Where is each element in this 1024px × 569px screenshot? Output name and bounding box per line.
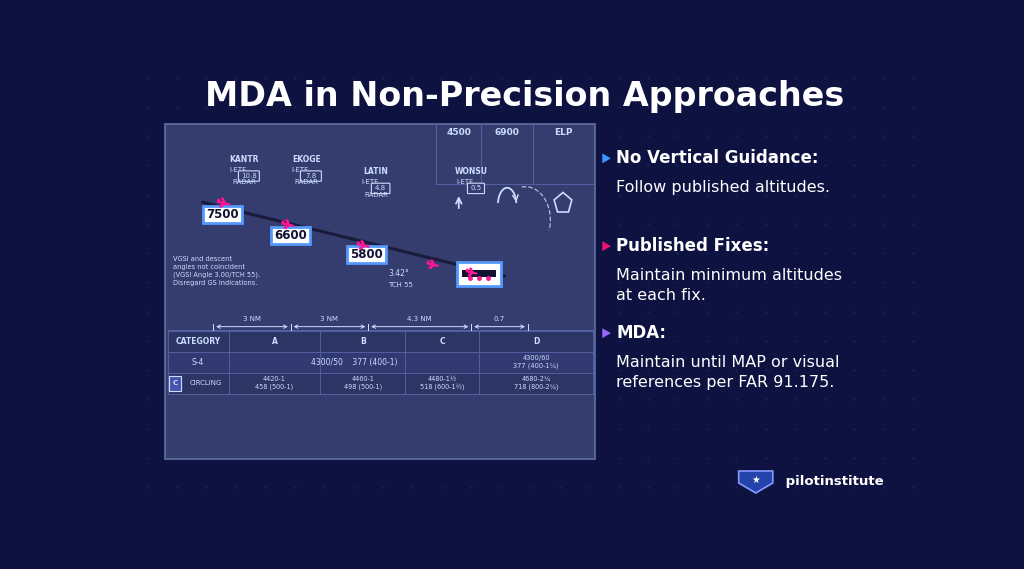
Text: I-ETF: I-ETF — [457, 179, 474, 185]
Polygon shape — [738, 471, 773, 493]
Text: C: C — [439, 337, 445, 346]
Text: ★: ★ — [752, 475, 760, 485]
Text: Published Fixes:: Published Fixes: — [616, 237, 769, 255]
Text: I-ETF: I-ETF — [292, 167, 308, 173]
FancyBboxPatch shape — [300, 171, 322, 182]
Text: 4460-1
498 (500-1): 4460-1 498 (500-1) — [344, 376, 382, 390]
Polygon shape — [284, 225, 289, 229]
Polygon shape — [357, 242, 359, 244]
Text: KANTR: KANTR — [229, 155, 259, 164]
Text: 3 NM: 3 NM — [321, 316, 339, 323]
Text: 4480-1½
518 (600-1½): 4480-1½ 518 (600-1½) — [420, 376, 465, 390]
Polygon shape — [219, 204, 225, 207]
Polygon shape — [466, 271, 477, 274]
Text: CIRCLING: CIRCLING — [189, 380, 222, 386]
Polygon shape — [602, 328, 611, 338]
Text: S-4: S-4 — [191, 358, 205, 367]
Text: EKOGE: EKOGE — [292, 155, 321, 164]
Text: I-ETF: I-ETF — [229, 167, 247, 173]
Polygon shape — [221, 198, 225, 203]
Text: 7500: 7500 — [206, 208, 239, 221]
Text: 6900: 6900 — [495, 127, 519, 137]
Text: ELP: ELP — [554, 127, 572, 137]
Polygon shape — [357, 244, 369, 247]
Text: Maintain until MAP or visual
references per FAR 91.175.: Maintain until MAP or visual references … — [616, 354, 840, 390]
Text: 7.8: 7.8 — [305, 173, 316, 179]
Text: 4680-2¼
718 (800-2¼): 4680-2¼ 718 (800-2¼) — [514, 376, 558, 390]
Text: 3.42°: 3.42° — [388, 269, 410, 278]
Polygon shape — [431, 260, 434, 265]
Text: 3 NM: 3 NM — [243, 316, 261, 323]
Text: 6600: 6600 — [274, 229, 307, 242]
Text: 4300/60
377 (400-1¼): 4300/60 377 (400-1¼) — [513, 356, 559, 369]
Polygon shape — [602, 241, 611, 251]
Text: TCH 55: TCH 55 — [388, 282, 414, 288]
Polygon shape — [361, 241, 365, 245]
Bar — [462, 270, 496, 277]
Text: 4420-1
458 (500-1): 4420-1 458 (500-1) — [255, 376, 294, 390]
Polygon shape — [359, 246, 365, 249]
Text: Maintain minimum altitudes
at each fix.: Maintain minimum altitudes at each fix. — [616, 267, 843, 303]
Text: A: A — [271, 337, 278, 346]
Text: MDA in Non-Precision Approaches: MDA in Non-Precision Approaches — [205, 80, 845, 113]
Text: CATEGORY: CATEGORY — [175, 337, 221, 346]
Bar — [347, 246, 386, 263]
Text: RADAR: RADAR — [232, 179, 256, 185]
Text: VGSI and descent
angles not coincident
(VGSI Angle 3.00/TCH 55).
Disregard GS in: VGSI and descent angles not coincident (… — [173, 256, 260, 286]
Polygon shape — [427, 263, 438, 266]
Polygon shape — [467, 269, 468, 271]
Bar — [165, 123, 595, 459]
Text: 4300/50    377 (400-1): 4300/50 377 (400-1) — [310, 358, 397, 367]
Bar — [271, 227, 310, 244]
Text: C: C — [173, 380, 178, 386]
Bar — [458, 262, 501, 286]
Polygon shape — [427, 261, 429, 263]
Text: 5800: 5800 — [350, 248, 383, 261]
FancyBboxPatch shape — [239, 171, 259, 182]
FancyBboxPatch shape — [467, 183, 484, 193]
Bar — [168, 373, 593, 394]
Text: MDA:: MDA: — [616, 324, 667, 342]
Text: RADAR: RADAR — [294, 179, 318, 185]
Text: 0.5: 0.5 — [470, 185, 481, 191]
Polygon shape — [429, 265, 434, 269]
Text: 0.7: 0.7 — [494, 316, 505, 323]
Polygon shape — [602, 154, 611, 163]
Text: LATIN: LATIN — [364, 167, 388, 176]
Text: No Vertical Guidance:: No Vertical Guidance: — [616, 150, 819, 167]
Bar — [168, 331, 593, 352]
Text: 4500: 4500 — [446, 127, 471, 137]
Text: 4.8: 4.8 — [375, 185, 386, 191]
Polygon shape — [283, 221, 284, 223]
Polygon shape — [470, 268, 473, 273]
Text: RADAR: RADAR — [365, 192, 388, 197]
Bar — [168, 352, 593, 373]
Text: D: D — [532, 337, 540, 346]
Polygon shape — [217, 201, 229, 205]
Polygon shape — [286, 220, 290, 225]
Text: 4.3 NM: 4.3 NM — [408, 316, 432, 323]
Bar — [169, 376, 181, 391]
Text: I-ETF: I-ETF — [361, 179, 378, 185]
Text: WONSU: WONSU — [455, 167, 487, 176]
Text: Follow published altitudes.: Follow published altitudes. — [616, 180, 830, 195]
FancyBboxPatch shape — [372, 183, 390, 193]
Polygon shape — [282, 223, 294, 226]
Text: B: B — [360, 337, 366, 346]
Polygon shape — [217, 199, 219, 201]
Polygon shape — [468, 273, 473, 276]
Text: 10.8: 10.8 — [241, 173, 257, 179]
Bar — [203, 207, 242, 223]
Text: pilotinstitute: pilotinstitute — [780, 475, 883, 488]
